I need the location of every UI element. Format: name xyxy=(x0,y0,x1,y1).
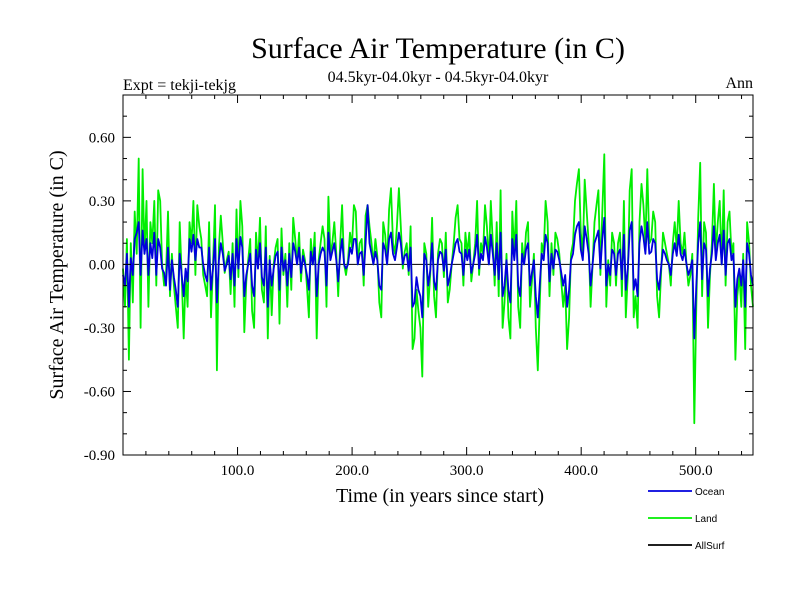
x-tick-label: 500.0 xyxy=(679,463,713,479)
y-tick-label: 0.60 xyxy=(89,130,115,146)
legend-label-land: Land xyxy=(695,514,717,525)
y-axis: -0.90 -0.60 -0.30 0.00 0.30 0.60 xyxy=(84,94,753,464)
x-tick-label: 300.0 xyxy=(450,463,484,479)
plot-area xyxy=(122,153,754,425)
x-tick-label: 100.0 xyxy=(221,463,255,479)
legend-label-allsurf: AllSurf xyxy=(695,541,725,552)
y-tick-label: 0.00 xyxy=(89,257,115,273)
season-label: Ann xyxy=(725,75,753,92)
y-axis-label: Surface Air Temperature (in C) xyxy=(46,150,68,399)
experiment-label: Expt = tekji-tekjg xyxy=(123,77,236,94)
chart-subtitle: 04.5kyr-04.0kyr - 04.5kyr-04.0kyr xyxy=(328,69,549,86)
y-tick-label: -0.60 xyxy=(84,384,115,400)
legend-label-ocean: Ocean xyxy=(695,487,724,498)
y-tick-label: 0.30 xyxy=(89,194,115,210)
legend: Ocean Land AllSurf xyxy=(648,487,725,552)
x-axis-label: Time (in years since start) xyxy=(336,485,544,507)
x-tick-label: 200.0 xyxy=(335,463,369,479)
plot-frame xyxy=(122,94,754,456)
chart-title: Surface Air Temperature (in C) xyxy=(251,32,625,65)
y-tick-label: -0.90 xyxy=(84,448,115,464)
series-line-land xyxy=(122,153,754,425)
series-line-ocean xyxy=(122,204,754,340)
x-tick-label: 400.0 xyxy=(564,463,598,479)
y-tick-label: -0.30 xyxy=(84,321,115,337)
x-axis: 100.0 200.0 300.0 400.0 500.0 xyxy=(145,95,743,479)
